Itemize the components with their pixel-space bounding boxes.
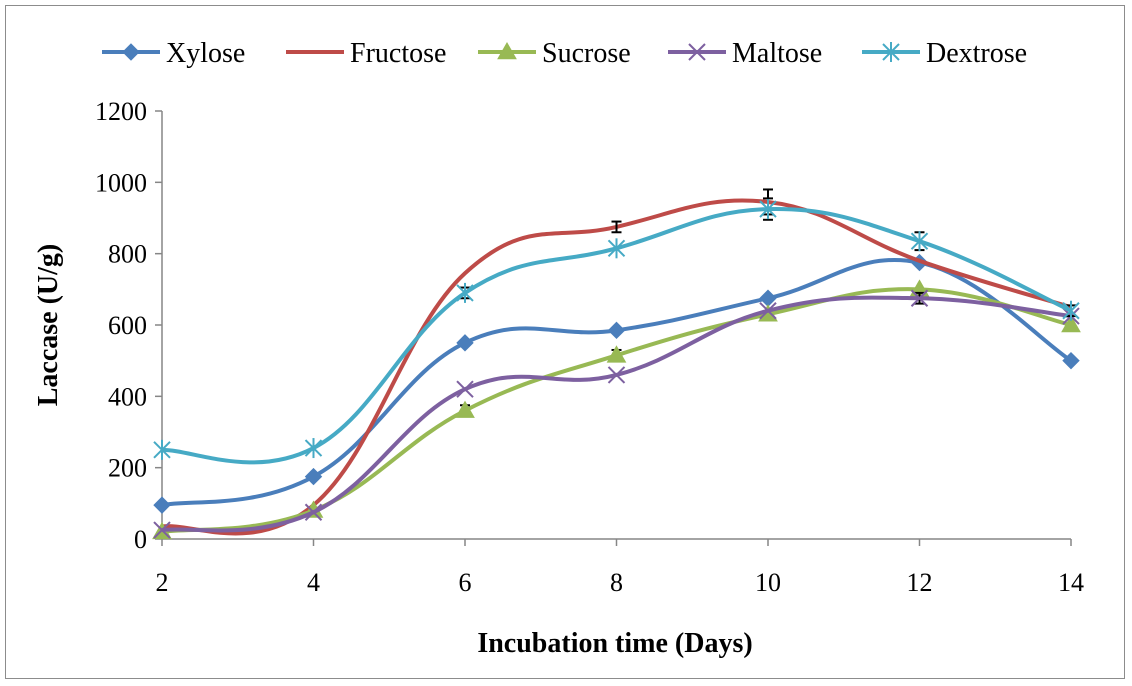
data-point-dextrose: [153, 439, 171, 460]
series-sucrose: [152, 279, 1081, 540]
data-point-xylose: [1062, 351, 1080, 370]
data-point-sucrose: [455, 400, 475, 418]
y-tick-label: 600: [108, 311, 147, 340]
x-axis-title: Incubation time (Days): [477, 628, 752, 659]
data-point-xylose: [456, 334, 474, 352]
legend-marker: [497, 41, 517, 60]
data-point-sucrose: [606, 345, 627, 363]
legend-item-sucrose: Sucrose: [478, 38, 631, 69]
data-point-sucrose: [1061, 314, 1081, 333]
legend: Xylose Fructose Sucrose Maltose Dextrose: [102, 38, 1027, 69]
data-point-dextrose: [304, 438, 323, 459]
y-axis-title: Laccase (U/g): [33, 244, 64, 407]
legend-label: Dextrose: [926, 38, 1027, 69]
y-tick-label: 400: [108, 382, 147, 411]
legend-marker: [882, 42, 900, 62]
x-tick-label: 10: [755, 568, 781, 597]
series-layer: [152, 188, 1081, 540]
series-xylose: [153, 253, 1080, 514]
data-point-xylose: [607, 321, 626, 340]
data-point-maltose: [759, 302, 777, 320]
legend-label: Fructose: [350, 38, 446, 69]
legend-label: Xylose: [166, 38, 245, 69]
series-maltose: [153, 289, 1080, 539]
error-bar: [611, 220, 622, 234]
axes: 0 200 400 600 800 1000 1200 2 4 6 8 10 12 14: [95, 97, 1084, 597]
y-tick-label: 1200: [95, 97, 147, 126]
series-line-xylose: [161, 257, 1073, 508]
x-tick-label: 6: [459, 568, 472, 597]
x-tick-label: 12: [907, 568, 933, 597]
data-point-dextrose: [1062, 300, 1080, 321]
x-tick-label: 2: [156, 568, 169, 597]
y-tick-label: 0: [134, 525, 147, 554]
data-point-dextrose: [607, 238, 626, 259]
data-point-dextrose: [910, 231, 929, 252]
data-point-maltose: [910, 289, 929, 307]
legend-marker: [688, 43, 706, 61]
data-point-dextrose: [456, 282, 474, 303]
data-point-maltose: [456, 380, 474, 398]
x-tick-label: 14: [1058, 568, 1084, 597]
data-point-xylose: [304, 467, 323, 486]
legend-marker: [122, 43, 140, 61]
y-tick-label: 200: [108, 454, 147, 483]
legend-item-maltose: Maltose: [668, 38, 822, 69]
y-tick-label: 1000: [95, 168, 147, 197]
x-tick-label: 4: [307, 568, 320, 597]
legend-item-xylose: Xylose: [102, 38, 245, 69]
data-point-xylose: [153, 496, 171, 514]
data-point-maltose: [607, 366, 626, 384]
series-dextrose: [153, 197, 1080, 465]
data-point-maltose: [304, 503, 323, 521]
data-point-maltose: [153, 521, 171, 539]
y-tick-label: 800: [108, 240, 147, 269]
x-tick-label: 8: [610, 568, 623, 597]
chart-frame: [5, 5, 1125, 679]
legend-label: Sucrose: [542, 38, 631, 69]
legend-item-dextrose: Dextrose: [862, 38, 1027, 69]
legend-item-fructose: Fructose: [286, 38, 446, 69]
legend-label: Maltose: [732, 38, 822, 69]
data-point-dextrose: [759, 199, 777, 220]
